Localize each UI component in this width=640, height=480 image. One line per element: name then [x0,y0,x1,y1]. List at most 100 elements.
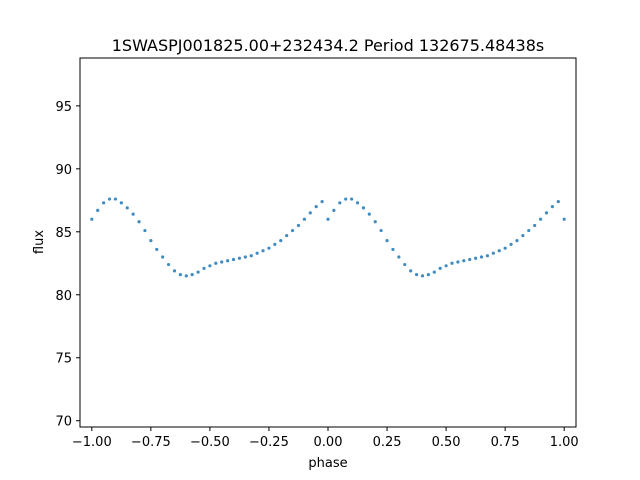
data-point [237,256,242,260]
x-tick-label: −0.50 [190,435,230,450]
data-point [485,254,490,258]
x-tick-label: 0.00 [314,435,343,450]
data-point [344,197,348,201]
data-point [308,211,312,215]
data-point [474,256,478,260]
data-point [355,201,360,205]
data-point [231,257,236,262]
data-point [161,255,165,259]
data-point [107,197,112,201]
x-tick-label: 0.75 [491,435,520,450]
data-point [426,273,430,277]
data-point [450,261,454,265]
data-point [550,205,554,209]
x-tick-label: −1.00 [72,435,112,450]
y-tick-label: 85 [55,226,72,241]
data-point [143,228,147,233]
data-point [562,217,566,221]
data-point [220,260,224,264]
data-point [96,208,100,212]
data-point [515,239,519,243]
data-point [456,260,460,264]
data-point [290,228,295,233]
x-axis: −1.00 −0.75 −0.50 −0.25 0.00 0.25 0.50 0.75 1.00 [72,427,579,450]
data-point [196,270,200,274]
data-point [338,201,342,205]
data-points [90,197,566,278]
data-point [137,220,141,224]
y-axis-label: flux [32,230,47,254]
y-tick-label: 95 [55,100,72,115]
data-point [432,270,436,274]
data-point [285,233,289,238]
x-tick-label: 0.50 [432,435,461,450]
data-point [462,259,466,263]
data-point [261,249,265,253]
data-point [367,212,371,216]
plot-frame [79,57,577,428]
data-point [350,197,354,201]
data-point [226,259,230,263]
data-point [527,228,531,233]
x-tick-label: −0.75 [131,435,171,450]
data-point [332,208,336,212]
data-point [296,223,301,228]
y-tick-label: 75 [55,352,72,367]
data-point [468,257,472,262]
data-point [119,201,123,205]
data-point [438,266,442,270]
data-point [302,217,306,221]
data-point [184,274,188,278]
x-tick-label: −0.25 [249,435,289,450]
data-point [90,217,94,221]
data-point [521,233,525,238]
data-point [414,273,419,277]
data-point [544,211,549,215]
data-point [125,206,129,210]
data-point [208,264,212,268]
data-point [491,251,495,255]
data-point [538,217,543,221]
data-point [497,249,501,253]
data-point [172,269,177,273]
data-point [556,199,560,204]
data-point [113,197,118,201]
data-point [202,266,206,270]
data-point [361,206,366,210]
data-point [444,264,448,268]
data-point [149,239,153,243]
data-point [533,223,537,228]
data-point [385,239,389,243]
y-axis: 70 75 80 85 90 95 [55,100,80,430]
data-point [243,255,247,259]
data-point [102,201,106,205]
data-point [409,269,413,273]
data-point [503,246,507,250]
chart-title: 1SWASPJ001825.00+232434.2 Period 132675.… [112,36,544,55]
x-tick-label: 1.00 [550,435,579,450]
data-point [373,220,377,224]
data-point [249,254,253,258]
data-point [155,247,159,252]
data-point [178,273,182,277]
data-point [166,262,171,267]
data-point [391,247,395,252]
data-point [314,205,318,209]
data-point [379,228,383,233]
y-tick-label: 70 [55,415,72,430]
data-point [326,217,330,221]
y-tick-label: 90 [55,163,72,178]
data-point [479,255,484,259]
data-point [320,199,324,204]
data-point [403,262,407,267]
data-point [131,212,135,216]
data-point [273,242,277,246]
data-point [267,246,271,250]
data-point [279,239,283,243]
data-point [255,251,259,255]
data-point [397,255,401,259]
x-tick-label: 0.25 [373,435,402,450]
data-point [190,273,194,277]
y-tick-label: 80 [55,289,72,304]
